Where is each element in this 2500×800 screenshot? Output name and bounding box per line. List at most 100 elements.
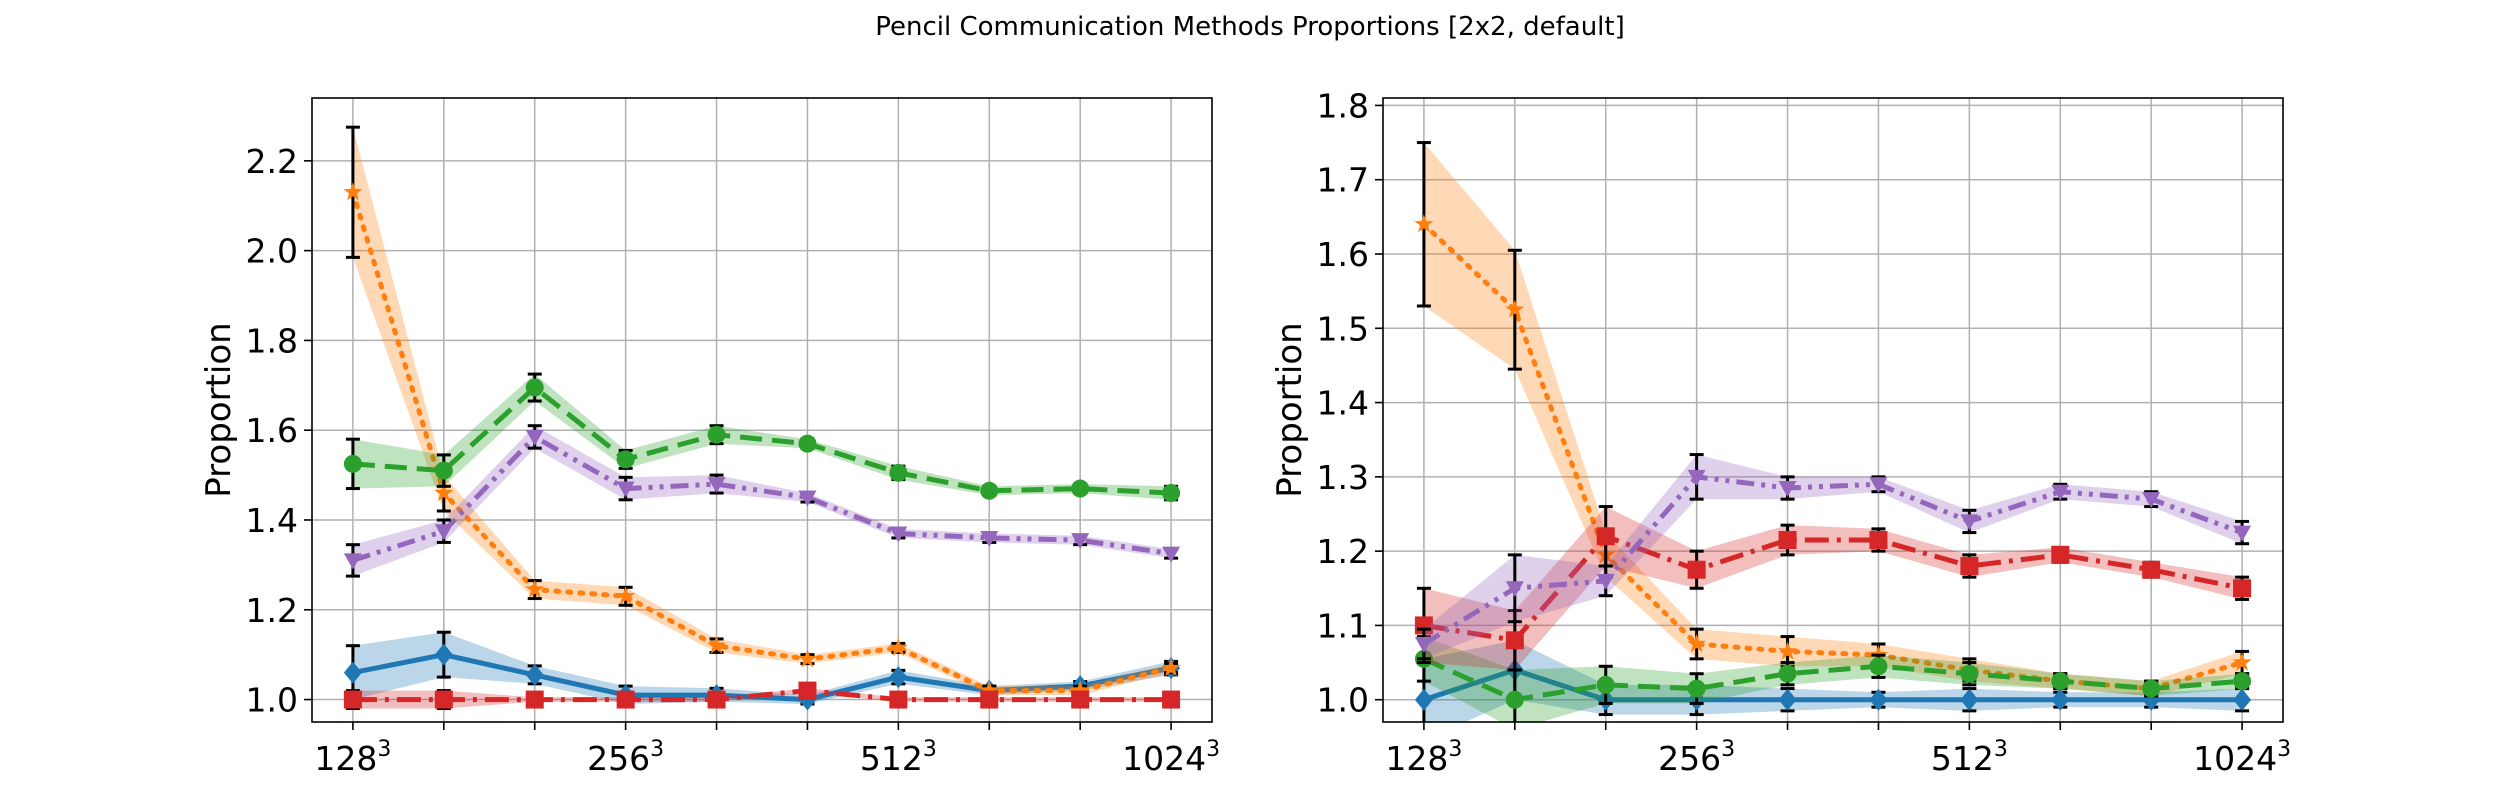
data-point [798,681,817,700]
data-point [1687,469,1706,486]
y-axis-label: Proportion [199,322,239,497]
data-point [1960,557,1979,575]
data-point [1778,641,1798,660]
y-tick-label: 1.2 [246,591,298,630]
data-point [889,526,908,543]
data-point [434,461,453,480]
y-tick-label: 1.6 [246,411,298,450]
data-point [2051,688,2070,711]
data-point [2051,672,2070,691]
data-point [2051,484,2070,501]
data-point [525,663,544,686]
confidence-band [352,688,1172,709]
data-point [1960,514,1979,531]
y-tick-label: 1.2 [1317,532,1369,571]
data-point [2233,579,2252,598]
data-point [343,454,362,473]
figure-title: Pencil Communication Methods Proportions… [875,12,1625,42]
data-point [1505,631,1524,650]
y-tick-label: 1.8 [246,321,298,360]
y-tick-label: 1.8 [1317,86,1369,125]
y-tick-label: 1.1 [1317,606,1369,645]
y-axis: 1.0 1.1 1.2 1.3 1.4 1.5 1.6 1.7 1.8 [1317,86,1383,720]
y-tick-label: 2.2 [246,142,298,181]
data-point [1778,664,1797,683]
data-point [707,690,726,709]
data-point [798,434,817,453]
y-tick-label: 1.6 [1317,235,1369,274]
data-point [1161,658,1181,677]
data-point [1596,527,1615,546]
data-point [707,425,726,444]
axes-frame [311,97,1213,723]
x-tick-label: 5123 [860,737,937,778]
data-point [525,429,544,446]
data-point [979,680,999,699]
data-point [1596,675,1615,694]
data-point [2142,560,2161,579]
data-point [616,481,635,498]
data-point [1687,634,1707,653]
axes-frame [1382,97,2284,723]
data-point [1414,688,1433,711]
x-tick-label: 5123 [1931,737,2008,778]
data-point [2233,525,2252,542]
data-point [1505,299,1525,318]
data-point [980,690,999,709]
x-tick-label: 10243 [1122,737,1220,778]
x-tick-label: 10243 [2193,737,2291,778]
data-point [2051,545,2070,564]
data-point [1869,477,1888,494]
series-orange [343,125,1181,699]
series-line [1422,656,2243,703]
grid [1383,98,2283,722]
x-tick-label: 1283 [314,737,391,778]
confidence-band [1423,142,2243,697]
data-point [888,637,908,656]
data-point [1070,680,1090,699]
data-point [434,524,453,541]
data-point [1071,533,1090,550]
plot-area [343,125,1181,711]
data-point [2142,492,2161,509]
data-point [1414,214,1434,233]
data-point [1778,481,1797,497]
data-point [1162,546,1181,563]
confidence-band [352,425,1172,577]
y-axis-label: Proportion [1270,322,1310,497]
data-point [2233,672,2252,691]
data-point [1869,657,1888,676]
y-tick-label: 1.0 [1317,681,1369,720]
x-tick-label: 2563 [1658,737,1735,778]
data-point [707,477,726,494]
confidence-band [1423,636,2243,722]
series-line [350,189,1174,694]
data-point [1869,531,1888,549]
data-point [525,378,544,397]
x-tick-label: 1283 [1385,737,1462,778]
x-tick-label: 2563 [587,737,664,778]
series-line [1422,474,2243,647]
y-tick-label: 1.4 [1317,384,1369,423]
data-point [1596,573,1615,590]
x-axis: 1283 2563 5123 10243 [1385,722,2291,778]
data-point [1960,688,1979,711]
data-point [434,483,454,502]
x-axis: 1283 2563 5123 10243 [314,722,1220,778]
data-point [1778,688,1797,711]
data-point [1505,581,1524,598]
plot-area [1414,141,2252,722]
data-point [525,579,545,598]
data-point [343,553,362,570]
data-point [343,661,362,684]
confidence-band [1423,506,2243,670]
data-point [1869,688,1888,711]
data-point [1778,531,1797,549]
data-point [616,586,636,605]
data-point [1414,637,1433,653]
data-point [889,463,908,482]
data-point [797,649,817,668]
